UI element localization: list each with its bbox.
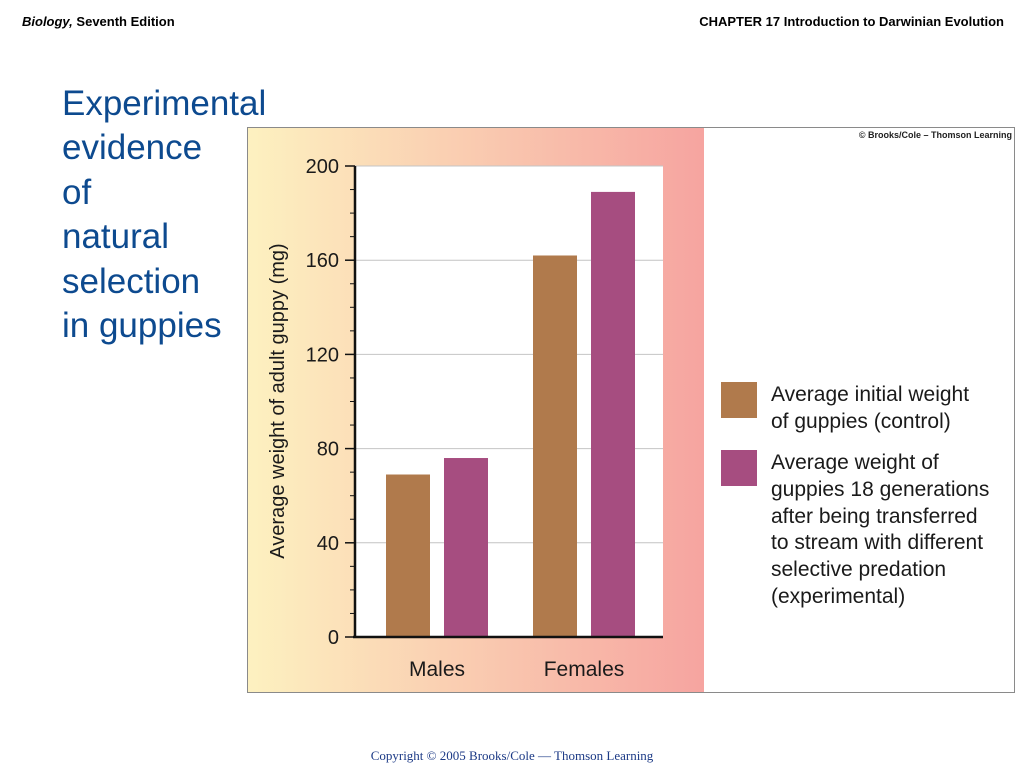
x-category-label: Males	[409, 658, 465, 681]
axis-labels: 0 40 80 120 160 200 Males Females	[306, 156, 625, 681]
chapter-title: CHAPTER 17 Introduction to Darwinian Evo…	[699, 14, 1004, 29]
header-book-edition: Biology, Seventh Edition	[22, 14, 175, 29]
book-title: Biology,	[22, 14, 73, 29]
bar-males-experimental	[444, 458, 488, 637]
figure-panel: 0 40 80 120 160 200 Males Females Average weigh…	[247, 127, 1015, 693]
bars	[386, 191, 635, 637]
y-axis-title: Average weight of adult guppy (mg)	[267, 243, 289, 558]
y-tick-label: 200	[306, 156, 339, 178]
edition-label: Seventh Edition	[76, 14, 175, 29]
y-tick-label: 160	[306, 250, 339, 272]
legend-label-experimental: Average weight of guppies 18 generations…	[771, 450, 990, 609]
y-tick-label: 120	[306, 344, 339, 366]
bar-chart: 0 40 80 120 160 200 Males Females Average weigh…	[248, 128, 704, 692]
figure-credit: © Brooks/Cole – Thomson Learning	[858, 130, 1012, 140]
bar-females-experimental	[591, 191, 635, 637]
legend-swatch-experimental	[721, 449, 757, 486]
copyright-footer: Copyright © 2005 Brooks/Cole — Thomson L…	[370, 748, 654, 763]
slide-title: Experimental evidence of natural selecti…	[62, 82, 302, 349]
legend-label-control: Average initial weight of guppies (contr…	[771, 383, 970, 433]
legend-item-control: Average initial weight of guppies (contr…	[721, 382, 1013, 436]
y-tick-label: 80	[317, 439, 339, 461]
y-tick-label: 40	[317, 533, 339, 555]
legend-swatch-control	[721, 382, 757, 418]
bar-females-control	[533, 255, 577, 637]
legend-item-experimental: Average weight of guppies 18 generations…	[721, 449, 1013, 611]
x-category-label: Females	[544, 658, 625, 681]
slide-title-text: Experimental evidence of natural selecti…	[62, 84, 267, 346]
y-ticks	[345, 165, 355, 638]
legend: Average initial weight of guppies (contr…	[721, 382, 1013, 625]
y-tick-label: 0	[328, 627, 339, 649]
bar-males-control	[386, 474, 430, 637]
